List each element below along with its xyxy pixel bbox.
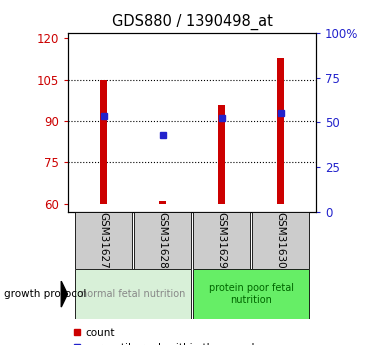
Bar (218, 105, 225, 204)
Text: GSM31627: GSM31627 (99, 212, 109, 269)
FancyBboxPatch shape (75, 269, 191, 319)
Bar (100, 80, 107, 204)
Text: normal fetal nutrition: normal fetal nutrition (81, 289, 185, 299)
Polygon shape (61, 281, 67, 307)
FancyBboxPatch shape (252, 212, 309, 269)
FancyBboxPatch shape (134, 212, 191, 269)
Bar (277, 58, 284, 204)
Text: protein poor fetal
nutrition: protein poor fetal nutrition (209, 283, 294, 305)
Text: GSM31628: GSM31628 (158, 212, 168, 269)
FancyBboxPatch shape (193, 212, 250, 269)
FancyBboxPatch shape (193, 269, 309, 319)
Legend: count, percentile rank within the sample: count, percentile rank within the sample (73, 328, 261, 345)
Text: growth protocol: growth protocol (4, 289, 86, 299)
Text: GSM31630: GSM31630 (275, 212, 285, 269)
FancyBboxPatch shape (75, 212, 132, 269)
Bar (159, 201, 166, 204)
Text: GSM31629: GSM31629 (216, 212, 227, 269)
Title: GDS880 / 1390498_at: GDS880 / 1390498_at (112, 14, 273, 30)
